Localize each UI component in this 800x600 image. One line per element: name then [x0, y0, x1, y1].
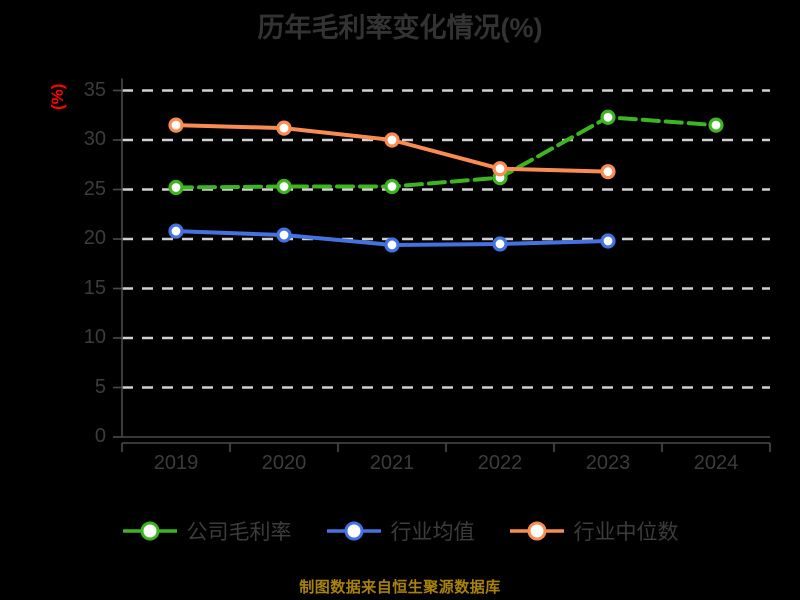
legend-swatch-icon [122, 521, 177, 541]
x-tick-label-2021: 2021 [369, 452, 415, 474]
y-tick-label: 0 [94, 425, 106, 447]
data-point[interactable] [276, 120, 292, 136]
data-point[interactable] [600, 233, 616, 249]
legend-swatch-icon [509, 521, 564, 541]
data-point[interactable] [384, 132, 400, 148]
y-tick-label: 20 [83, 227, 106, 249]
data-point[interactable] [168, 117, 184, 133]
legend-item-0[interactable]: 公司毛利率 [122, 516, 292, 546]
data-point[interactable] [492, 161, 508, 177]
y-tick-label: 5 [94, 375, 106, 398]
series-line-2 [174, 123, 610, 174]
x-tick-label-2022: 2022 [477, 452, 523, 474]
data-point[interactable] [168, 179, 184, 196]
legend-label: 行业中位数 [573, 521, 679, 544]
x-tick-label-2023: 2023 [585, 452, 631, 474]
y-tick-label: 30 [83, 128, 106, 150]
data-point[interactable] [492, 236, 508, 252]
chart-title: 历年毛利率变化情况(%) [257, 13, 543, 43]
x-tick-label-2024: 2024 [693, 452, 739, 474]
data-point[interactable] [384, 178, 400, 195]
chart-legend: 公司毛利率 行业均值 行业中位数 [0, 516, 800, 546]
y-tick-label: 10 [83, 326, 106, 348]
data-point[interactable] [276, 178, 292, 195]
gridlines [122, 89, 770, 389]
legend-item-2[interactable]: 行业中位数 [509, 516, 679, 546]
axes [113, 78, 771, 452]
x-tick-label-2019: 2019 [153, 452, 199, 474]
data-point[interactable] [708, 117, 724, 133]
data-point[interactable] [600, 109, 616, 125]
series-line-0 [174, 115, 718, 190]
data-point[interactable] [600, 164, 616, 180]
y-tick-label: 15 [83, 276, 106, 299]
series-markers [168, 109, 724, 253]
data-point[interactable] [168, 223, 184, 239]
series-lines [174, 115, 718, 247]
legend-item-1[interactable]: 行业均值 [326, 516, 475, 546]
y-tick-label: 35 [83, 78, 106, 101]
y-tick-label: 25 [83, 177, 106, 200]
footer-note: 制图数据来自恒生聚源数据库 [299, 579, 501, 596]
x-tick-label-2020: 2020 [261, 452, 307, 474]
legend-label: 公司毛利率 [186, 521, 292, 544]
legend-label: 行业均值 [390, 521, 475, 544]
data-point[interactable] [276, 227, 292, 243]
legend-swatch-icon [326, 521, 381, 541]
data-point[interactable] [384, 237, 400, 253]
